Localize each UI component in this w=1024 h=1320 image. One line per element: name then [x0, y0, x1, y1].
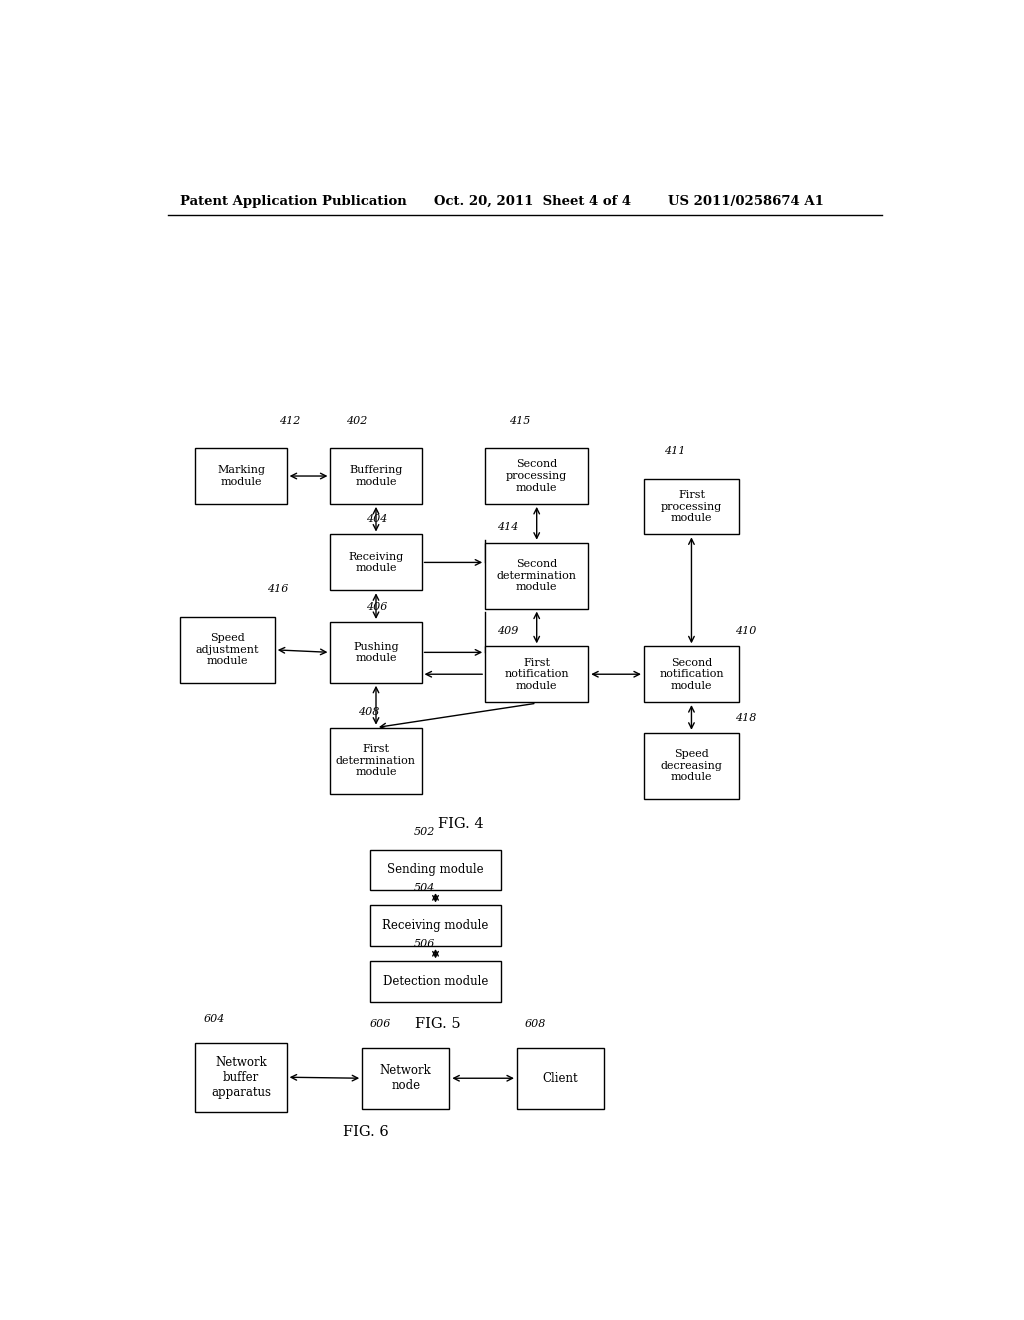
Bar: [485, 543, 588, 609]
Bar: [644, 647, 739, 702]
Text: 504: 504: [414, 883, 435, 894]
Text: 409: 409: [497, 626, 518, 636]
Text: Detection module: Detection module: [383, 975, 488, 989]
Bar: [179, 616, 274, 682]
Text: Buffering
module: Buffering module: [349, 465, 402, 487]
Text: 416: 416: [267, 585, 288, 594]
Text: 406: 406: [367, 602, 387, 611]
Text: US 2011/0258674 A1: US 2011/0258674 A1: [668, 194, 823, 207]
Text: First
notification
module: First notification module: [505, 657, 569, 690]
Bar: [644, 479, 739, 535]
Text: 411: 411: [664, 446, 685, 457]
Text: Second
notification
module: Second notification module: [659, 657, 724, 690]
Text: 606: 606: [370, 1019, 391, 1030]
Bar: [331, 535, 422, 590]
Text: Oct. 20, 2011  Sheet 4 of 4: Oct. 20, 2011 Sheet 4 of 4: [433, 194, 631, 207]
Bar: [485, 647, 588, 702]
Text: 415: 415: [509, 416, 530, 426]
Bar: [362, 1048, 450, 1109]
Text: 604: 604: [204, 1014, 224, 1024]
Text: Sending module: Sending module: [387, 863, 483, 876]
Text: Second
determination
module: Second determination module: [497, 560, 577, 593]
Text: 506: 506: [414, 939, 435, 949]
Bar: [370, 850, 501, 890]
Text: 402: 402: [346, 416, 368, 426]
Text: Receiving
module: Receiving module: [348, 552, 403, 573]
Text: Speed
adjustment
module: Speed adjustment module: [196, 634, 259, 667]
Bar: [370, 961, 501, 1002]
Text: Patent Application Publication: Patent Application Publication: [179, 194, 407, 207]
Bar: [331, 447, 422, 504]
Text: Second
processing
module: Second processing module: [506, 459, 567, 492]
Text: Network
buffer
apparatus: Network buffer apparatus: [211, 1056, 271, 1098]
Text: 404: 404: [367, 515, 387, 524]
Bar: [331, 727, 422, 793]
Bar: [517, 1048, 604, 1109]
Text: 608: 608: [524, 1019, 546, 1030]
Text: Network
node: Network node: [380, 1064, 432, 1092]
Text: 414: 414: [497, 523, 518, 532]
Text: 418: 418: [735, 713, 757, 722]
Text: First
processing
module: First processing module: [660, 490, 722, 523]
Bar: [196, 1043, 287, 1111]
Text: FIG. 4: FIG. 4: [438, 817, 484, 832]
Text: FIG. 6: FIG. 6: [343, 1125, 389, 1139]
Text: Pushing
module: Pushing module: [353, 642, 398, 663]
Text: 408: 408: [358, 708, 380, 718]
Bar: [485, 447, 588, 504]
Text: 410: 410: [735, 626, 757, 636]
Text: 502: 502: [414, 828, 435, 837]
Text: Receiving module: Receiving module: [382, 919, 488, 932]
Text: Marking
module: Marking module: [217, 465, 265, 487]
Text: 412: 412: [279, 416, 300, 426]
Text: Client: Client: [543, 1072, 579, 1085]
Text: First
determination
module: First determination module: [336, 744, 416, 777]
Bar: [644, 733, 739, 799]
Bar: [331, 622, 422, 682]
Bar: [370, 906, 501, 946]
Bar: [196, 447, 287, 504]
Text: FIG. 5: FIG. 5: [415, 1018, 461, 1031]
Text: Speed
decreasing
module: Speed decreasing module: [660, 748, 722, 783]
